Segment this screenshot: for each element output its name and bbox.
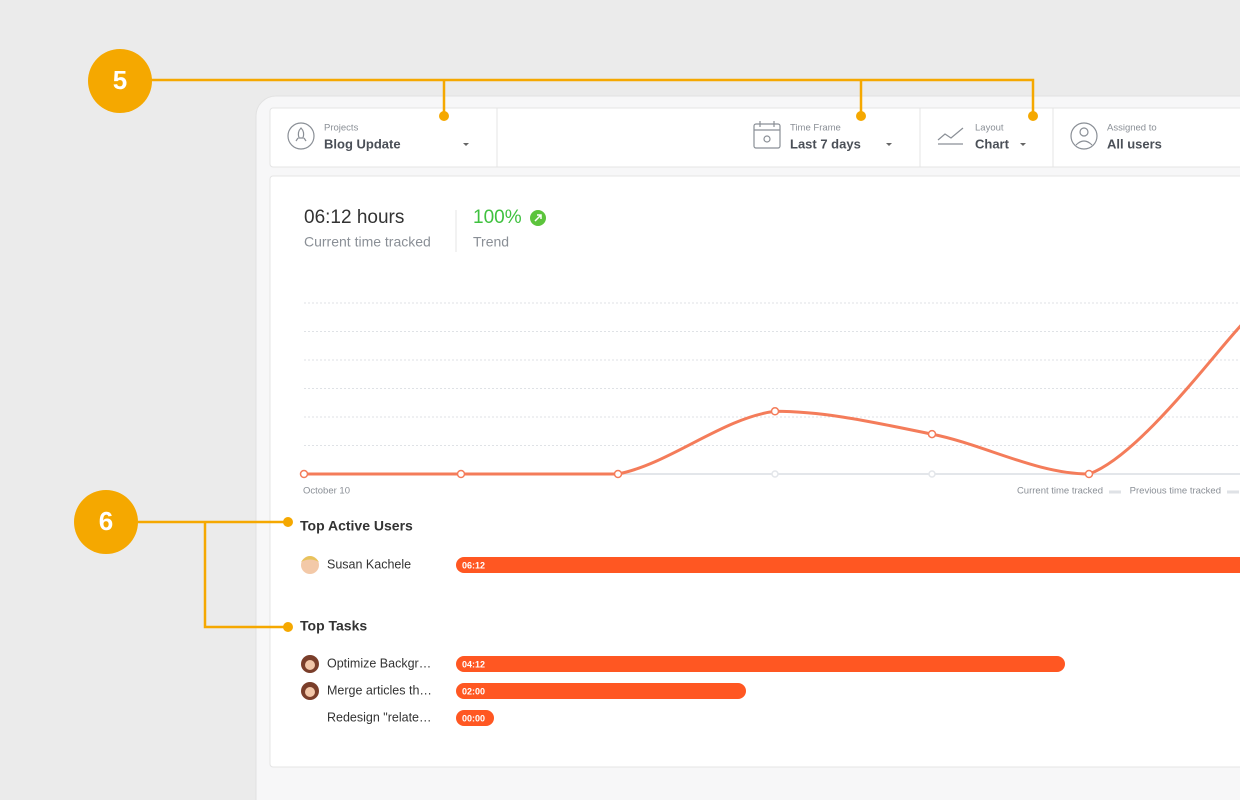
time-bar <box>456 683 746 699</box>
filter-label: Time Frame <box>790 123 841 134</box>
filter-label: Layout <box>975 123 1004 134</box>
bar-label: 02:00 <box>462 686 485 696</box>
toolbar <box>269 107 1240 168</box>
legend-label: Current time tracked <box>1017 486 1103 497</box>
filter-value[interactable]: All users <box>1107 136 1162 151</box>
section-title: Top Active Users <box>300 518 413 534</box>
filter-label: Projects <box>324 123 359 134</box>
x-tick-label: October 10 <box>303 486 350 497</box>
section-title: Top Tasks <box>300 618 367 634</box>
row-name: Merge articles th… <box>327 683 432 697</box>
callout-lines <box>138 78 1035 629</box>
bar-label: 04:12 <box>462 659 485 669</box>
point <box>299 469 309 479</box>
point <box>771 470 779 478</box>
avatars <box>301 556 319 700</box>
point <box>1084 469 1094 479</box>
callout-dots <box>74 49 1038 632</box>
callout-number: 6 <box>99 506 113 536</box>
filter-value[interactable]: Blog Update <box>324 136 401 151</box>
trend-value: 100% <box>473 207 522 228</box>
total-label: Current time tracked <box>304 234 431 250</box>
filter-value[interactable]: Last 7 days <box>790 136 861 151</box>
bar-label: 06:12 <box>462 560 485 570</box>
row-name: Redesign "relate… <box>327 710 432 724</box>
callout-number: 5 <box>113 65 127 95</box>
point <box>928 470 936 478</box>
legend-label: Previous time tracked <box>1130 486 1221 497</box>
bar-label: 00:00 <box>462 713 485 723</box>
filter-value[interactable]: Chart <box>975 136 1010 151</box>
time-bar <box>456 656 1065 672</box>
trend-label: Trend <box>473 234 509 250</box>
row-name: Susan Kachele <box>327 557 411 571</box>
point <box>770 407 780 416</box>
time-bar <box>456 710 494 726</box>
toolbar-icons <box>287 121 1098 150</box>
point <box>927 429 937 439</box>
trend-arrow <box>534 214 542 222</box>
time-bar <box>456 557 1240 573</box>
total-time: 06:12 hours <box>304 207 404 228</box>
dropdown-carets <box>463 143 1026 146</box>
point <box>456 469 466 479</box>
filter-label: Assigned to <box>1107 123 1157 134</box>
report-card <box>269 175 1240 768</box>
point <box>613 469 623 479</box>
row-name: Optimize Backgr… <box>327 656 431 670</box>
